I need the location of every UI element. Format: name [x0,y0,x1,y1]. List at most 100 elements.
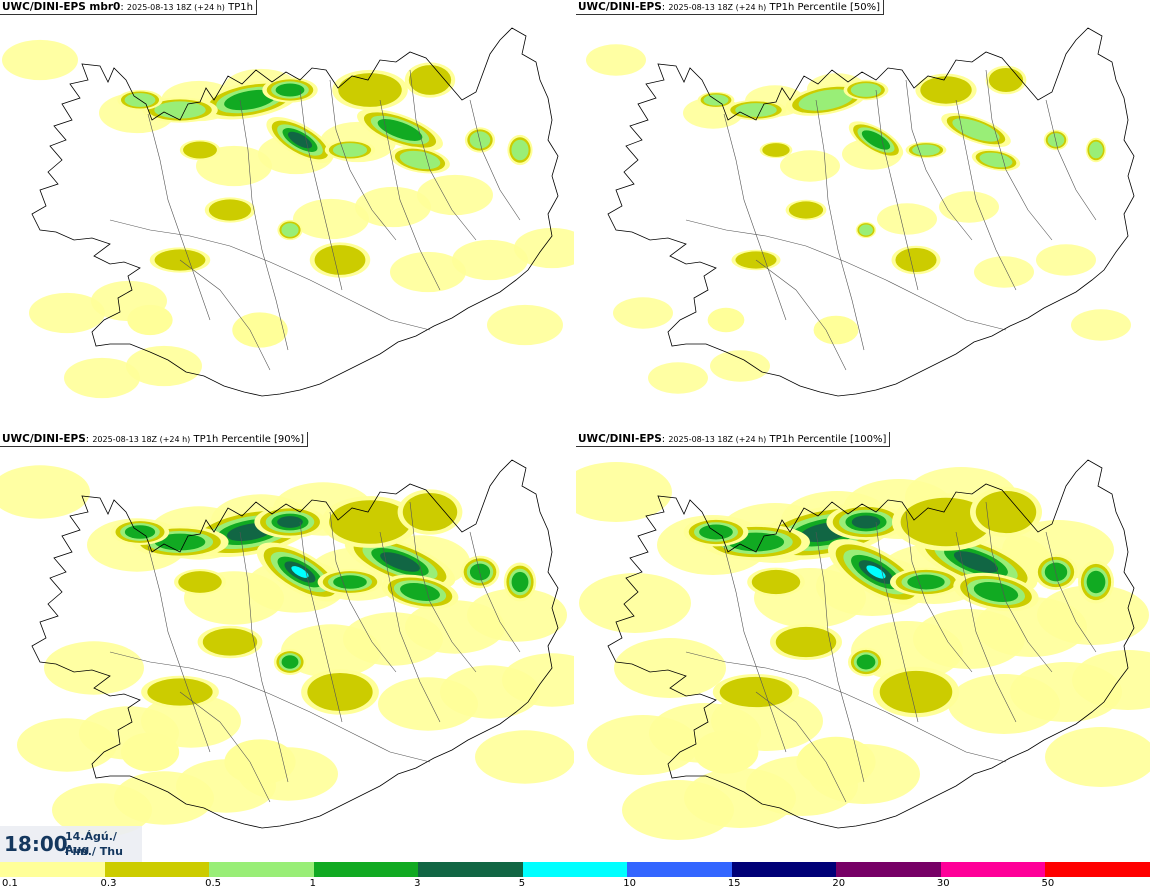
colorbar-swatch [1045,862,1150,877]
precip-contour [120,732,180,772]
precip-area [452,239,528,281]
colorbar-swatch [209,862,315,877]
colorbar-label: 0.3 [100,878,117,889]
precip-contour [332,143,368,157]
colorbar-label: 0.1 [2,878,18,889]
road-line [815,99,865,351]
precip-contour [762,143,790,157]
precip-contour [735,103,777,117]
panel-title: UWC/DINI-EPS: 2025-08-13 18Z (+24 h) TP1… [576,0,885,15]
coastline [31,27,559,397]
valid-hour: 18:00 [4,832,68,856]
precip-contour [973,581,1019,603]
precip-area [293,198,369,240]
precip-contour [469,563,491,581]
road-line [1045,99,1097,221]
precip-area [579,573,691,633]
valid-date: 14.Ágú./ Aug [65,830,117,856]
precip-area [126,345,202,387]
road-line [239,531,289,783]
road-line [299,521,343,723]
field-name: TP1h Percentile [50%] [769,2,881,13]
colorbar-swatch [522,862,628,877]
road-line [875,521,919,723]
road-line [379,99,441,291]
road-line [755,259,847,371]
precip-area [613,297,673,329]
precip-area [2,39,78,81]
precip-contour [275,83,305,97]
colorbar-swatch [836,862,942,877]
road-line [685,219,1007,331]
colorbar-swatch [313,862,419,877]
precip-area [974,256,1034,288]
colorbar-label: 10 [623,878,636,889]
precip-area [710,350,770,382]
precip-contour [1086,570,1106,594]
road-line [955,531,1017,723]
road-line [379,531,441,723]
panel-title: UWC/DINI-EPS mbr0: 2025-08-13 18Z (+24 h… [0,0,257,15]
road-line [409,69,477,241]
precip-field [576,462,1150,840]
precip-area [355,186,431,228]
precip-contour [127,304,173,336]
precip-contour [920,76,972,104]
road-line [1045,531,1097,653]
model-name: UWC/DINI-EPS [578,1,662,13]
panel-title: UWC/DINI-EPS: 2025-08-13 18Z (+24 h) TP1… [576,432,891,447]
model-name: UWC/DINI-EPS [578,433,662,445]
precip-contour [1047,133,1065,147]
precip-contour [953,551,999,573]
precip-area [467,588,567,642]
precip-contour [408,65,452,95]
precip-contour [788,201,824,219]
precip-contour [813,315,859,345]
precip-contour [281,223,299,237]
precip-area [586,44,646,76]
precip-contour [912,144,940,156]
precip-area [44,641,144,695]
precip-area [614,638,726,698]
road-line [179,259,271,371]
precip-field [586,44,1131,394]
valid-day: Fim./ Thu [65,845,123,858]
precip-contour [1089,141,1103,159]
colorbar-label: 1 [309,878,316,889]
precip-contour [859,224,873,236]
precip-area [576,462,672,522]
precip-contour [511,571,529,593]
colorbar-swatch [0,862,106,877]
iceland-precip-map [2,27,574,399]
precip-contour [775,626,837,658]
precip-area [1072,650,1150,710]
road-line [755,691,847,803]
road-line [409,501,477,673]
road-line [179,691,271,803]
colorbar-swatch [731,862,837,877]
model-name: UWC/DINI-EPS mbr0 [2,1,121,13]
precip-area [877,203,937,235]
precip-contour [975,490,1037,534]
road-line [329,79,397,241]
road-line [299,89,343,291]
precip-area [1071,309,1131,341]
precip-contour [469,131,491,149]
precip-area [648,362,708,394]
precip-contour [879,670,953,714]
road-line [985,501,1053,673]
precip-area [1045,727,1150,787]
field-name: TP1h [228,2,253,13]
precip-contour [988,68,1024,92]
coastline [607,27,1135,397]
precip-colorbar: 0.1 0.3 0.5 1 3 5 10 15 20 30 50 [0,862,1150,891]
precip-contour [208,199,252,221]
road-line [723,545,787,753]
precip-area [0,465,90,519]
precip-contour [154,533,206,551]
precip-contour [866,565,886,579]
precip-area [514,227,574,269]
precip-contour [693,730,759,774]
precip-area [780,150,840,182]
precip-contour [952,118,1000,142]
